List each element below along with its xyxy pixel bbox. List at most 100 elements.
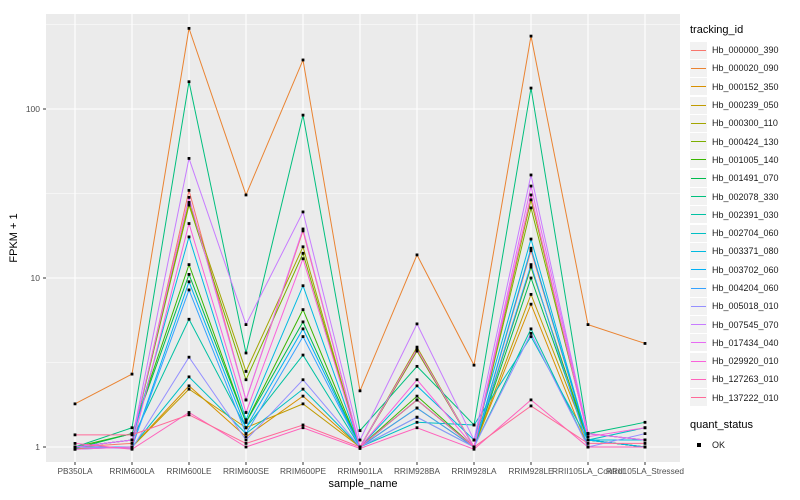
data-point	[415, 364, 419, 368]
data-point	[529, 249, 533, 253]
x-tick-label: PB350LA	[57, 466, 93, 476]
data-point	[130, 438, 134, 442]
data-point	[415, 253, 419, 257]
legend-key-line-icon	[690, 151, 707, 169]
data-point	[586, 442, 590, 445]
data-point	[244, 398, 248, 402]
legend-key-line-icon	[690, 114, 707, 132]
data-point	[643, 426, 647, 430]
x-tick-label: RRIM928BA	[394, 466, 441, 476]
legend-entry-label: Hb_005018_010	[712, 301, 779, 312]
data-point	[529, 263, 533, 267]
data-point	[415, 398, 419, 402]
data-point	[244, 351, 248, 355]
legend-key-line-icon	[690, 334, 707, 352]
data-point	[244, 420, 248, 424]
legend-entry-label: OK	[712, 440, 726, 451]
data-point	[187, 263, 191, 267]
legend-entry: Hb_000300_110	[690, 114, 798, 132]
data-point	[244, 378, 248, 382]
data-point	[244, 193, 248, 197]
legend-entry-label: Hb_017434_040	[712, 337, 779, 348]
legend-entry: Hb_004204_060	[690, 279, 798, 297]
data-point	[244, 438, 248, 442]
legend-entry-label: Hb_000239_050	[712, 100, 779, 111]
data-point	[130, 433, 134, 437]
x-axis-title: sample_name	[328, 478, 398, 490]
data-point	[301, 353, 305, 357]
data-point	[586, 438, 590, 442]
data-point	[301, 284, 305, 288]
data-point	[73, 445, 77, 449]
legend-entry: Hb_001491_070	[690, 169, 798, 187]
x-tick-label: RRII105LA_Control	[552, 466, 624, 476]
legend-key-line-icon	[690, 352, 707, 370]
legend-entry-label: Hb_000424_130	[712, 136, 779, 147]
data-point	[244, 445, 248, 449]
data-point	[529, 206, 533, 210]
legend-quant-entries: OK	[690, 436, 798, 454]
data-point	[187, 235, 191, 239]
data-point	[301, 320, 305, 324]
data-point	[187, 413, 191, 417]
data-point	[529, 302, 533, 306]
data-point	[187, 411, 191, 414]
legend-entry-label: Hb_001005_140	[712, 154, 779, 165]
legend: tracking_id Hb_000000_390 Hb_000020_090 Hb…	[690, 24, 798, 454]
legend-entry-quant: OK	[690, 436, 798, 454]
data-point	[643, 438, 647, 442]
legend-entry-label: Hb_003702_060	[712, 264, 779, 275]
data-point	[301, 257, 305, 261]
data-point	[187, 317, 191, 321]
data-point	[301, 335, 305, 339]
data-point	[244, 323, 248, 326]
data-point	[244, 411, 248, 414]
legend-key-line-icon	[690, 316, 707, 334]
data-point	[529, 193, 533, 197]
data-point	[187, 273, 191, 276]
data-point	[586, 432, 590, 436]
data-point	[529, 292, 533, 296]
data-point	[73, 442, 77, 445]
x-tick-label: RRIM928LA	[451, 466, 497, 476]
data-point	[187, 375, 191, 379]
legend-entry: Hb_127263_010	[690, 370, 798, 388]
data-point	[472, 363, 476, 367]
legend-key-line-icon	[690, 206, 707, 224]
legend-title-tracking-id: tracking_id	[690, 24, 744, 36]
data-point	[529, 335, 533, 339]
data-point	[301, 229, 305, 233]
legend-entry-label: Hb_127263_010	[712, 374, 779, 385]
legend-entry: Hb_017434_040	[690, 334, 798, 352]
data-point	[472, 438, 476, 442]
data-point	[301, 426, 305, 430]
data-point	[643, 445, 647, 449]
legend-entry-label: Hb_003371_080	[712, 246, 779, 257]
legend-key-line-icon	[690, 370, 707, 388]
legend-entry-label: Hb_000020_090	[712, 63, 779, 74]
data-point	[301, 308, 305, 312]
legend-entry: Hb_000000_390	[690, 41, 798, 59]
legend-entry-label: Hb_000152_350	[712, 81, 779, 92]
data-point	[301, 423, 305, 427]
data-point	[529, 86, 533, 90]
data-point	[643, 442, 647, 445]
data-point	[187, 80, 191, 84]
data-point	[187, 26, 191, 30]
data-point	[187, 384, 191, 388]
data-point	[586, 435, 590, 439]
data-point	[643, 342, 647, 345]
data-point	[244, 432, 248, 436]
data-point	[244, 435, 248, 439]
legend-entry: Hb_000152_350	[690, 78, 798, 96]
legend-key-line-icon	[690, 297, 707, 315]
data-point	[187, 355, 191, 359]
data-point	[529, 184, 533, 188]
data-point	[301, 402, 305, 406]
legend-key-line-icon	[690, 96, 707, 114]
data-point	[643, 432, 647, 436]
data-point	[358, 445, 362, 449]
legend-key-square-icon	[690, 437, 707, 454]
legend-entry: Hb_002078_330	[690, 187, 798, 206]
